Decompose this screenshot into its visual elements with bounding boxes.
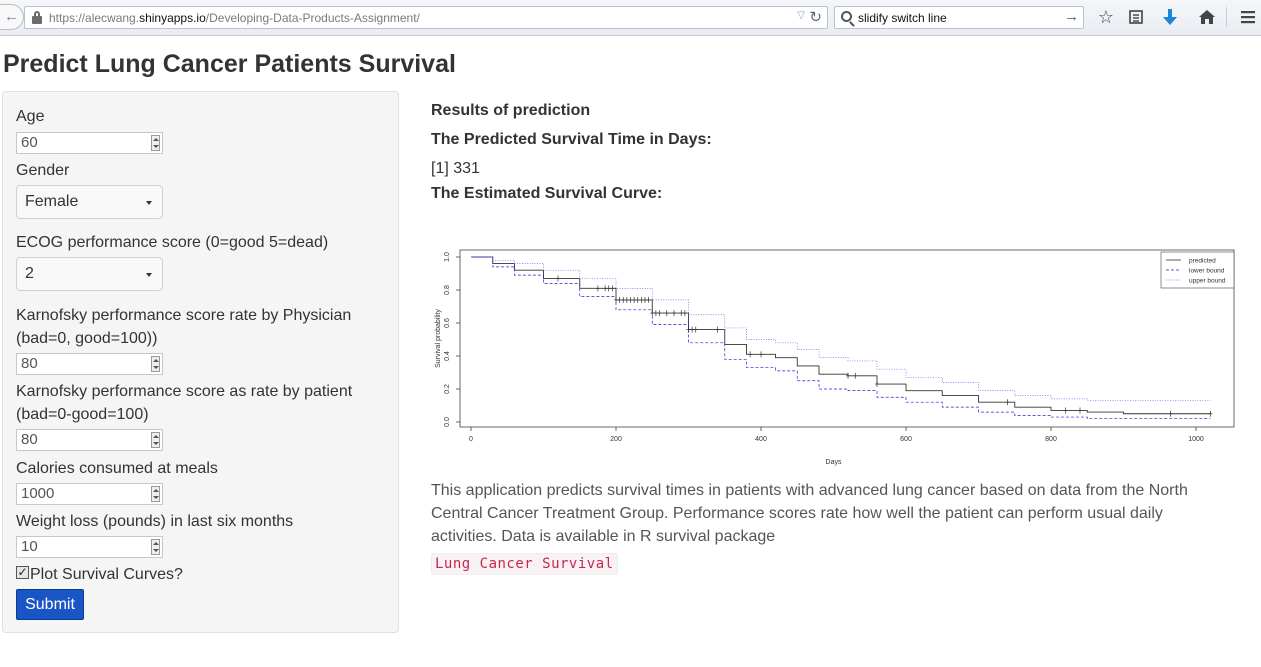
search-go-icon[interactable]: → <box>1064 8 1079 25</box>
y-tick-label: 0.8 <box>444 285 451 295</box>
plot-curves-checkbox[interactable]: ✓ <box>16 565 29 579</box>
url-path: /Developing-Data-Products-Assignment/ <box>205 11 420 25</box>
weight-loss-label: Weight loss (pounds) in last six months <box>16 513 294 530</box>
calories-spinner-icon[interactable] <box>151 486 160 502</box>
home-icon[interactable] <box>1195 5 1219 29</box>
age-value: 60 <box>21 134 38 151</box>
karno-pat-label-line1: Karnofsky performance score as rate by p… <box>16 383 353 400</box>
age-label: Age <box>16 108 45 125</box>
legend-label: lower bound <box>1189 268 1225 275</box>
karno-ph-label-line1: Karnofsky performance score rate by Phys… <box>16 307 352 324</box>
weight-loss-input[interactable]: 10 <box>16 536 163 558</box>
gender-value: Female <box>25 193 79 210</box>
y-tick-label: 1.0 <box>444 252 451 262</box>
survival-time-value: [1] 331 <box>431 160 480 177</box>
y-tick-label: 0.2 <box>444 384 451 394</box>
search-bar[interactable]: slidify switch line → <box>834 6 1084 29</box>
bookmark-star-icon[interactable]: ☆ <box>1097 7 1115 27</box>
x-tick-label: 0 <box>469 436 473 443</box>
lock-icon <box>32 11 42 24</box>
y-tick-label: 0.4 <box>444 351 451 361</box>
karno-ph-label-line2: (bad=0, good=100)) <box>16 330 158 347</box>
age-input[interactable]: 60 <box>16 132 163 154</box>
predicted-curve <box>471 256 1211 415</box>
ecog-value: 2 <box>25 265 34 282</box>
ecog-select[interactable]: 2 <box>16 257 163 291</box>
input-sidebar: Age 60 Gender Female ECOG performance sc… <box>2 91 399 633</box>
calories-label: Calories consumed at meals <box>16 460 218 477</box>
search-icon <box>841 11 852 22</box>
x-tick-label: 1000 <box>1188 436 1204 443</box>
weight-loss-value: 10 <box>21 538 38 555</box>
url-prefix: https://alecwang. <box>49 11 140 25</box>
toolbar-separator <box>1226 7 1227 27</box>
download-icon[interactable] <box>1158 5 1182 29</box>
ecog-label: ECOG performance score (0=good 5=dead) <box>16 234 329 251</box>
karno-pat-label-line2: (bad=0-good=100) <box>16 406 149 423</box>
gender-select[interactable]: Female <box>16 185 163 219</box>
age-spinner-icon[interactable] <box>151 135 160 151</box>
browser-toolbar: ← https://alecwang.shinyapps.io/Developi… <box>0 0 1261 36</box>
results-heading: Results of prediction <box>431 102 591 119</box>
y-tick-label: 0.0 <box>444 417 451 427</box>
caret-down-icon <box>146 273 152 277</box>
search-input[interactable]: slidify switch line <box>858 11 947 25</box>
lower-bound-curve <box>471 256 1211 420</box>
data-source-code: Lung Cancer Survival <box>431 553 618 575</box>
back-button[interactable]: ← <box>0 4 24 30</box>
history-dropdown-icon[interactable]: ▽ <box>797 10 805 21</box>
upper-bound-curve <box>471 256 1211 401</box>
karno-ph-spinner-icon[interactable] <box>151 356 160 372</box>
survival-time-heading: The Predicted Survival Time in Days: <box>431 131 712 148</box>
url-domain: shinyapps.io <box>139 11 206 25</box>
weight-loss-spinner-icon[interactable] <box>151 539 160 555</box>
calories-input[interactable]: 1000 <box>16 483 163 505</box>
x-axis-label: Days <box>826 459 842 466</box>
url-bar[interactable]: https://alecwang.shinyapps.io/Developing… <box>24 6 828 29</box>
menu-icon[interactable] <box>1236 5 1260 29</box>
calories-value: 1000 <box>21 485 55 502</box>
legend-label: predicted <box>1189 258 1216 265</box>
app-description: This application predicts survival times… <box>431 482 1188 545</box>
legend-label: upper bound <box>1189 278 1226 285</box>
survival-curve-chart: 0 200 400 600 800 1000 0.0 0.2 0.4 0.6 0.8 1.0 Days S… <box>435 249 1235 466</box>
karno-pat-input[interactable]: 80 <box>16 429 163 451</box>
submit-button[interactable]: Submit <box>16 589 84 620</box>
y-axis-label: Survival probability <box>435 309 442 368</box>
page-title: Predict Lung Cancer Patients Survival <box>3 50 456 78</box>
y-tick-label: 0.6 <box>444 318 451 328</box>
karno-pat-value: 80 <box>21 431 38 448</box>
gender-label: Gender <box>16 162 70 179</box>
karno-ph-input[interactable]: 80 <box>16 353 163 375</box>
survival-curve-heading: The Estimated Survival Curve: <box>431 185 663 202</box>
x-tick-label: 600 <box>900 436 912 443</box>
x-tick-label: 200 <box>610 436 622 443</box>
reload-icon[interactable]: ↻ <box>809 9 822 26</box>
x-tick-label: 800 <box>1045 436 1057 443</box>
plot-frame <box>459 249 1235 428</box>
caret-down-icon <box>146 201 152 205</box>
karno-ph-value: 80 <box>21 355 38 372</box>
x-tick-label: 400 <box>755 436 767 443</box>
url-text: https://alecwang.shinyapps.io/Developing… <box>49 11 420 25</box>
karno-pat-spinner-icon[interactable] <box>151 432 160 448</box>
reading-list-icon[interactable] <box>1124 5 1148 29</box>
plot-curves-label: Plot Survival Curves? <box>30 566 183 583</box>
